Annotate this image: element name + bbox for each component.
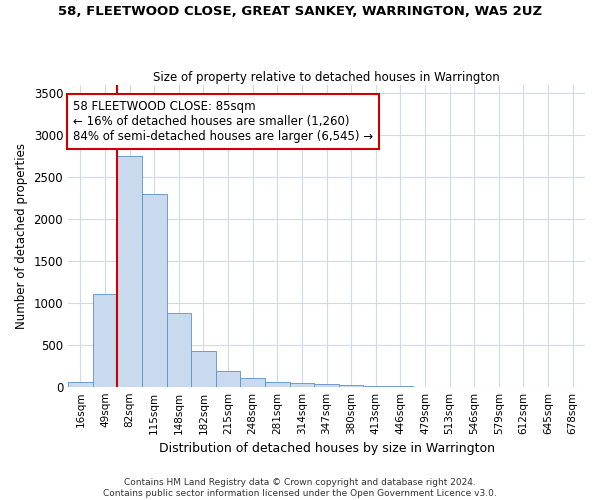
Title: Size of property relative to detached houses in Warrington: Size of property relative to detached ho… xyxy=(153,70,500,84)
Bar xyxy=(241,378,265,386)
Bar xyxy=(142,194,167,386)
Text: 58, FLEETWOOD CLOSE, GREAT SANKEY, WARRINGTON, WA5 2UZ: 58, FLEETWOOD CLOSE, GREAT SANKEY, WARRI… xyxy=(58,5,542,18)
Bar xyxy=(191,350,216,386)
Bar xyxy=(339,385,364,386)
Text: Contains HM Land Registry data © Crown copyright and database right 2024.
Contai: Contains HM Land Registry data © Crown c… xyxy=(103,478,497,498)
Bar xyxy=(290,384,314,386)
Bar xyxy=(68,382,92,386)
Text: 58 FLEETWOOD CLOSE: 85sqm
← 16% of detached houses are smaller (1,260)
84% of se: 58 FLEETWOOD CLOSE: 85sqm ← 16% of detac… xyxy=(73,100,373,143)
Bar xyxy=(167,313,191,386)
Bar xyxy=(265,382,290,386)
Y-axis label: Number of detached properties: Number of detached properties xyxy=(15,142,28,328)
X-axis label: Distribution of detached houses by size in Warrington: Distribution of detached houses by size … xyxy=(158,442,494,455)
Bar xyxy=(92,294,117,386)
Bar xyxy=(314,384,339,386)
Bar xyxy=(216,370,241,386)
Bar xyxy=(117,156,142,386)
